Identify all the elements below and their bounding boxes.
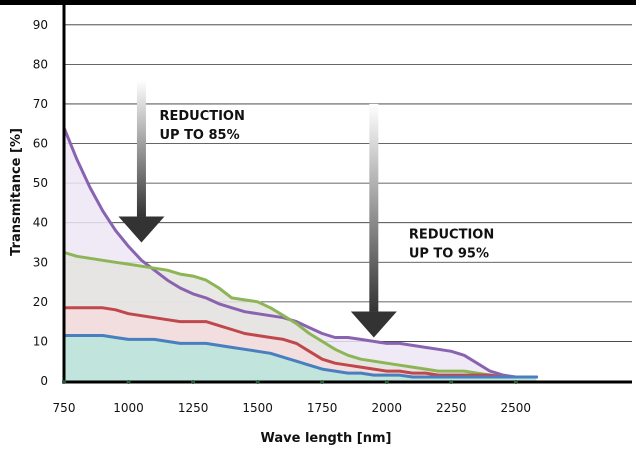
annotation-text-line: REDUCTION [159, 109, 244, 124]
y-tick-60: 60 [33, 137, 48, 151]
reduction-annotation-0: REDUCTION UP TO 85% [118, 80, 245, 243]
x-tick-mark-2000 [384, 380, 389, 384]
series-line-0 [62, 126, 538, 379]
x-tick-1000: 1000 [113, 401, 144, 415]
arrow-shaft [369, 103, 379, 312]
y-tick-80: 80 [33, 57, 48, 71]
y-tick-90: 90 [33, 18, 48, 32]
x-tick-2250: 2250 [436, 401, 467, 415]
x-axis-label: Wave length [nm] [261, 431, 392, 446]
axes [62, 5, 632, 384]
top-border-bar [0, 0, 636, 5]
y-tick-50: 50 [33, 176, 48, 190]
x-tick-1750: 1750 [307, 401, 338, 415]
y-tick-70: 70 [33, 97, 48, 111]
y-tick-40: 40 [33, 216, 48, 230]
annotations: REDUCTION UP TO 85% REDUCTION UP TO 95% [118, 80, 494, 338]
x-tick-2500: 2500 [501, 401, 532, 415]
series-areas [64, 127, 537, 381]
series-area-3 [64, 335, 537, 381]
x-tick-mark-2250 [449, 380, 454, 384]
x-tick-mark-1500 [255, 380, 260, 384]
y-tick-30: 30 [33, 255, 48, 269]
y-tick-10: 10 [33, 334, 48, 348]
arrow-head [118, 216, 165, 243]
y-tick-20: 20 [33, 295, 48, 309]
reduction-annotation-1: REDUCTION UP TO 95% [350, 103, 494, 338]
series-line-2 [62, 306, 538, 379]
annotation-text-line: REDUCTION [409, 228, 494, 243]
x-tick-1500: 1500 [242, 401, 273, 415]
x-tick-1250: 1250 [178, 401, 209, 415]
x-tick-labels: 750 1000 1250 1500 1750 2000 2250 2500 [53, 401, 532, 415]
x-tick-2000: 2000 [371, 401, 402, 415]
series-line-3 [62, 334, 538, 379]
series-lines [62, 126, 538, 379]
x-tick-mark-1000 [126, 380, 131, 384]
x-tick-mark-1750 [320, 380, 325, 384]
series-line-1 [62, 250, 538, 379]
x-tick-750: 750 [53, 401, 76, 415]
x-tick-mark-2500 [513, 380, 518, 384]
arrow-shaft [136, 80, 146, 217]
y-axis-label: Transmitance [%] [9, 128, 24, 256]
arrow-head [350, 311, 397, 338]
annotation-text-line: UP TO 95% [409, 247, 489, 262]
x-tick-mark-750 [62, 380, 66, 384]
y-tick-labels: 0 10 20 30 40 50 60 70 80 90 [33, 18, 48, 388]
x-tick-mark-1250 [191, 380, 196, 384]
annotation-text-line: UP TO 85% [159, 128, 239, 143]
y-tick-0: 0 [40, 374, 48, 388]
